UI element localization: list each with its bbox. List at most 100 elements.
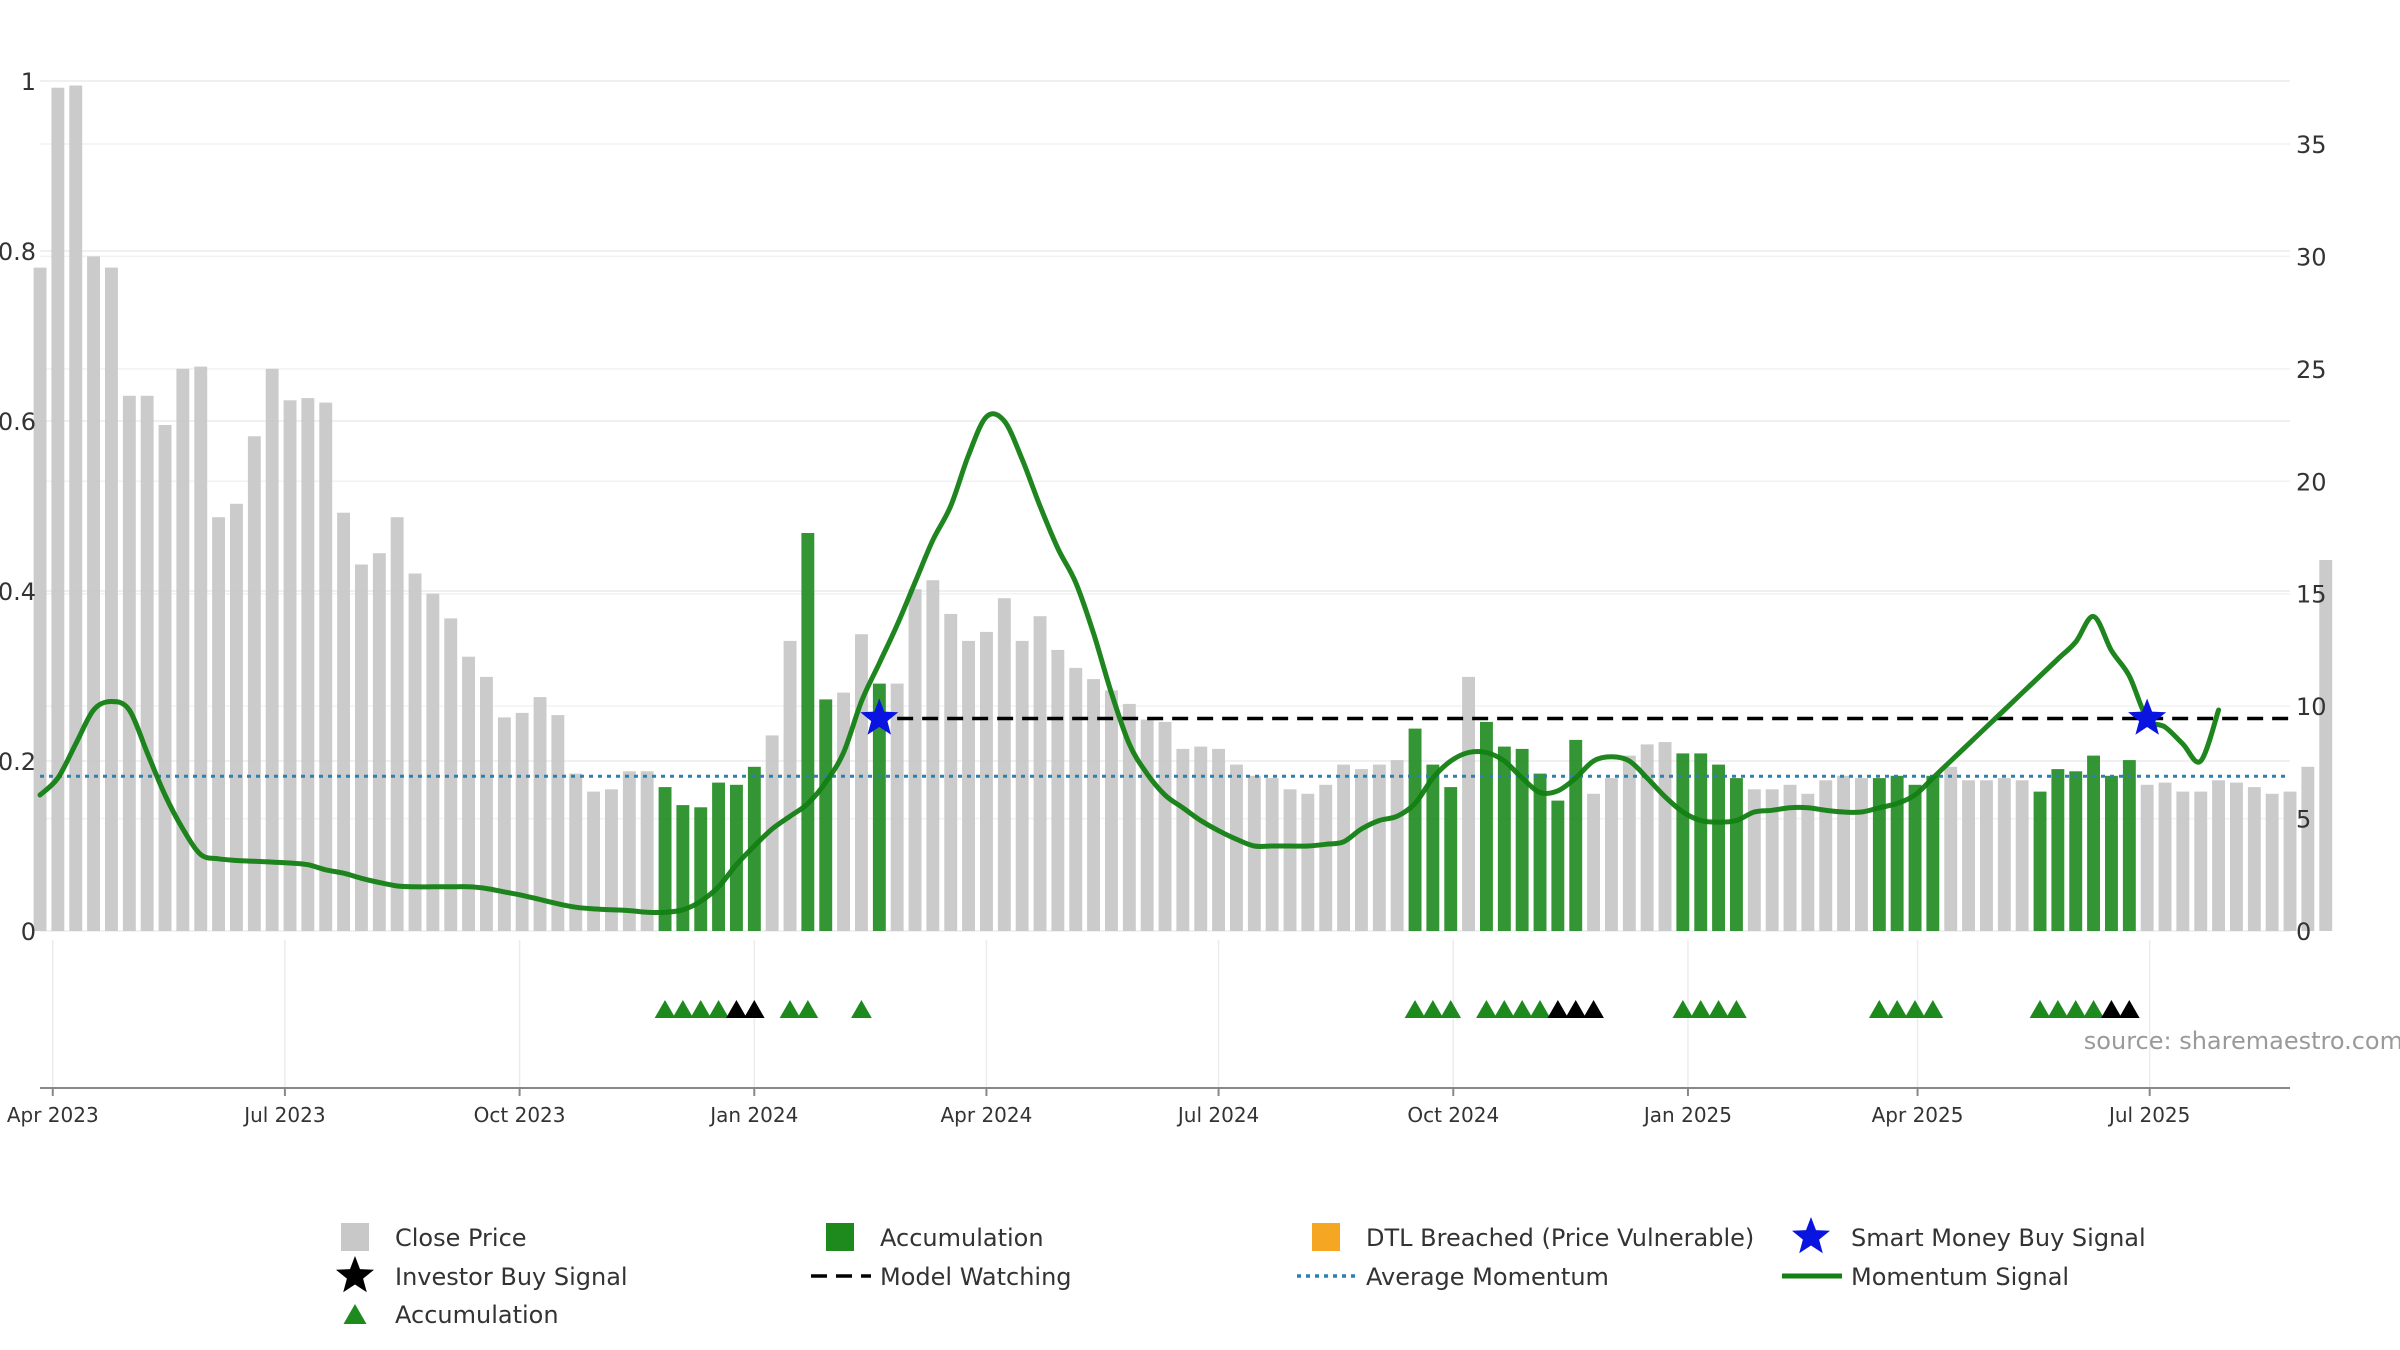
x-tick-label: Jul 2023 xyxy=(242,1103,325,1127)
close-price-bar xyxy=(33,267,47,932)
legend-label: Average Momentum xyxy=(1366,1263,1609,1291)
close-price-bar xyxy=(1747,789,1761,931)
accumulation-marker xyxy=(1511,1000,1533,1018)
x-tick-label: Apr 2024 xyxy=(940,1103,1032,1127)
x-tick-label: Apr 2025 xyxy=(1872,1103,1964,1127)
legend-label: Accumulation xyxy=(395,1301,559,1329)
y-right-tick-label: 15 xyxy=(2296,581,2327,609)
accumulation-triangle-icon xyxy=(343,1304,367,1324)
close-price-bar xyxy=(426,593,440,931)
x-tick-label: Jul 2025 xyxy=(2107,1103,2190,1127)
close-price-bar xyxy=(855,634,868,931)
close-price-bar xyxy=(2140,784,2154,931)
accumulation-marker xyxy=(2065,1000,2087,1018)
close-price-bar xyxy=(1158,721,1172,931)
close-price-bar xyxy=(1087,679,1100,931)
accumulation-bar xyxy=(730,784,743,931)
accumulation-bar xyxy=(1926,775,1940,931)
accumulation-marker xyxy=(1422,1000,1444,1018)
x-tick-label: Jan 2024 xyxy=(708,1103,798,1127)
close-price-bar xyxy=(640,771,654,931)
legend-label: Accumulation xyxy=(880,1224,1044,1252)
close-price-bar xyxy=(1230,764,1243,931)
accumulation-bar xyxy=(872,683,886,931)
accumulation-bar xyxy=(2087,755,2100,931)
close-price-bar xyxy=(194,366,208,932)
legend-item-avg_momentum: Average Momentum xyxy=(1297,1263,1609,1291)
close-price-bar xyxy=(1051,649,1065,931)
bars-layer xyxy=(33,85,2333,932)
y-right-tick-label: 35 xyxy=(2296,131,2327,159)
legend-label: Smart Money Buy Signal xyxy=(1851,1224,2146,1252)
smart-money-buy-star-1 xyxy=(2128,698,2167,735)
close-price-bar xyxy=(1783,784,1797,931)
close-price-bar xyxy=(1319,784,1333,931)
y-left-tick-label: 0.4 xyxy=(0,578,36,606)
accumulation-bar xyxy=(694,807,708,931)
accumulation-marker xyxy=(2083,1000,2104,1018)
close-price-bar xyxy=(480,676,493,931)
close-price-bar xyxy=(1212,748,1225,931)
investor-buy-marker xyxy=(2118,1000,2140,1018)
accumulation-marker xyxy=(690,1000,712,1018)
close-price-bar xyxy=(2265,793,2279,931)
y-right-tick-label: 5 xyxy=(2296,806,2311,834)
close-price-bar xyxy=(2319,560,2333,931)
close-price-bar xyxy=(2212,780,2225,931)
close-price-bar xyxy=(2247,787,2261,931)
accumulation-swatch-icon xyxy=(826,1223,854,1251)
close-price-bar xyxy=(355,564,368,931)
close-price-bar xyxy=(926,580,940,931)
x-tick-label: Jul 2024 xyxy=(1176,1103,1259,1127)
accumulation-bar xyxy=(1533,773,1547,931)
x-tick-label: Apr 2023 xyxy=(7,1103,99,1127)
close-price-bar xyxy=(2176,791,2190,931)
close-price-bar xyxy=(1301,793,1315,931)
legend: Close Price Accumulation DTL Breached (Pri… xyxy=(336,1217,2146,1329)
close-price-bar xyxy=(515,712,529,931)
close-price-bar xyxy=(1462,676,1475,931)
accumulation-bar xyxy=(1712,764,1725,931)
accumulation-bar xyxy=(2105,775,2118,931)
accumulation-bar xyxy=(801,533,815,931)
y-right-tick-label: 25 xyxy=(2296,356,2327,384)
y-right-tick-label: 10 xyxy=(2296,693,2327,721)
close-price-bar xyxy=(390,517,404,931)
y-left-tick-label: 0.8 xyxy=(0,238,36,266)
accumulation-bar xyxy=(1408,728,1422,931)
close-price-bar xyxy=(980,631,993,931)
accumulation-bar xyxy=(2122,760,2136,931)
accumulation-bar xyxy=(1908,784,1922,931)
accumulation-marker xyxy=(779,1000,801,1018)
accumulation-marker xyxy=(654,1000,676,1018)
close-price-bar xyxy=(1587,793,1600,931)
close-price-bar xyxy=(2158,782,2172,931)
y-left-tick-label: 1 xyxy=(21,68,36,96)
accumulation-bar xyxy=(1890,775,1904,931)
accumulation-bar xyxy=(2069,771,2083,931)
accumulation-bar xyxy=(712,782,725,931)
close-price-bar xyxy=(622,771,636,931)
close-price-bar xyxy=(265,368,279,931)
close-price-bar xyxy=(1176,748,1190,931)
legend-item-investor: Investor Buy Signal xyxy=(336,1256,628,1293)
legend-item-model_watching: Model Watching xyxy=(811,1263,1072,1291)
close-price-bar xyxy=(230,503,243,931)
close-price-bar xyxy=(2230,782,2243,931)
close-price-bar xyxy=(587,791,600,931)
legend-item-momentum: Momentum Signal xyxy=(1782,1263,2069,1291)
legend-label: Model Watching xyxy=(880,1263,1072,1291)
close-price-bar xyxy=(1372,764,1386,931)
close-price-bar xyxy=(1605,778,1618,931)
close-price-bar xyxy=(283,400,297,931)
close-price-bar xyxy=(1105,690,1118,931)
dtl-swatch-icon xyxy=(1312,1223,1340,1251)
y-left-tick-label: 0.6 xyxy=(0,408,36,436)
lines-layer xyxy=(37,411,2290,916)
y-left-tick-label: 0.2 xyxy=(0,748,36,776)
close-price-bar xyxy=(69,85,83,931)
close-price-bar xyxy=(1283,789,1297,931)
close-price-bar xyxy=(158,425,172,931)
